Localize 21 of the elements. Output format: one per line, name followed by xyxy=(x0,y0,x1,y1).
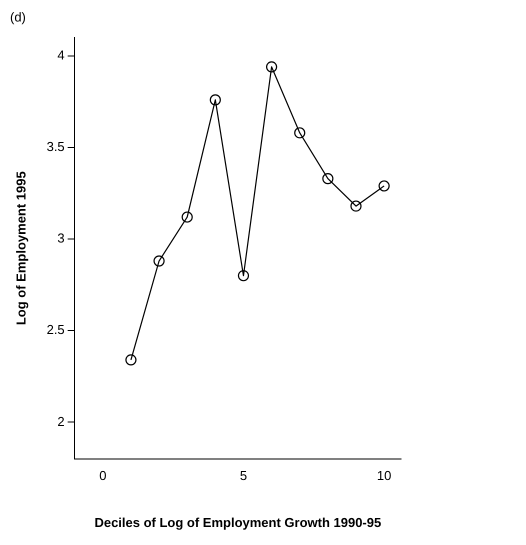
y-tick-label: 2.5 xyxy=(46,322,65,338)
y-tick-label: 3 xyxy=(57,230,65,246)
chart-title: (d) xyxy=(10,9,26,24)
point xyxy=(322,173,334,184)
point xyxy=(238,270,250,282)
x-tick-label: 0 xyxy=(99,468,106,484)
x-tick-label: 10 xyxy=(376,468,392,484)
y-tick-label: 4 xyxy=(57,47,65,62)
y-tick-label: 2 xyxy=(57,414,65,429)
x-tick-label: 5 xyxy=(240,468,248,484)
y-tick-label: 3.5 xyxy=(46,139,65,154)
point xyxy=(125,354,137,366)
point xyxy=(266,61,278,72)
x-axis-title: Deciles of Log of Employment Growth 1990-95 xyxy=(94,514,382,530)
point xyxy=(153,255,165,267)
point xyxy=(350,200,362,212)
point xyxy=(210,94,221,106)
point xyxy=(378,180,390,192)
y-axis-title: Log of Employment 1995 xyxy=(13,171,28,326)
point xyxy=(182,211,193,223)
point xyxy=(294,127,306,138)
